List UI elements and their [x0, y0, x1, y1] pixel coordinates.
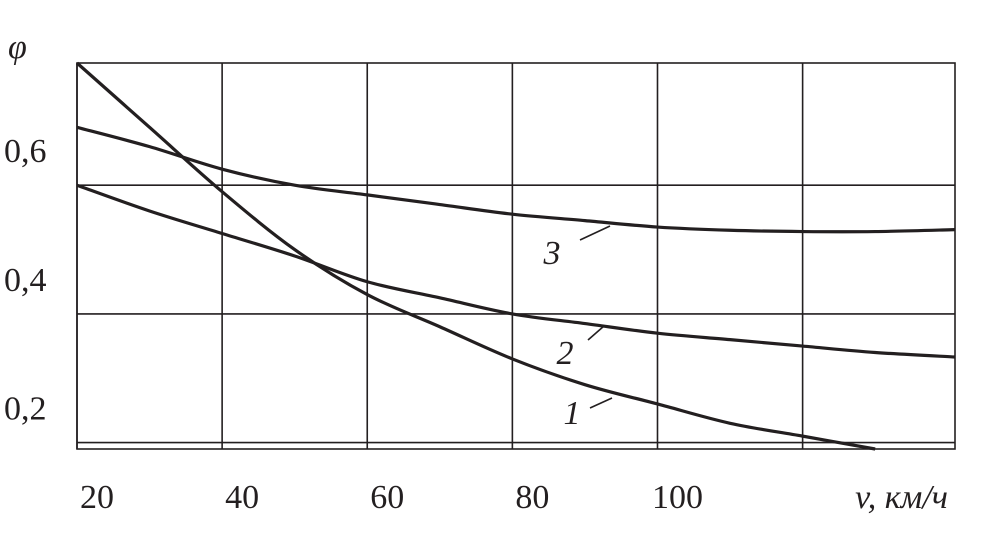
x-tick-label: 40	[225, 479, 259, 516]
curve-label: 1	[564, 395, 581, 432]
y-tick-label: 0,4	[4, 262, 47, 299]
x-tick-label: 80	[515, 479, 549, 516]
x-tick-label: 20	[80, 479, 114, 516]
leader-line	[587, 325, 605, 341]
leader-line	[589, 397, 613, 409]
x-axis-label: v, км/ч	[855, 479, 948, 516]
y-axis-label: φ	[8, 29, 27, 66]
plot-frame	[76, 62, 956, 450]
y-tick-label: 0,2	[4, 391, 47, 428]
x-tick-label: 60	[370, 479, 404, 516]
curve	[76, 125, 956, 234]
curve-label: 3	[543, 235, 561, 272]
curve	[75, 61, 876, 451]
y-tick-label: 0,6	[4, 133, 47, 170]
leader-line	[579, 225, 611, 241]
curve-label: 2	[557, 335, 574, 372]
x-tick-label: 100	[652, 479, 703, 516]
curve	[76, 183, 956, 359]
